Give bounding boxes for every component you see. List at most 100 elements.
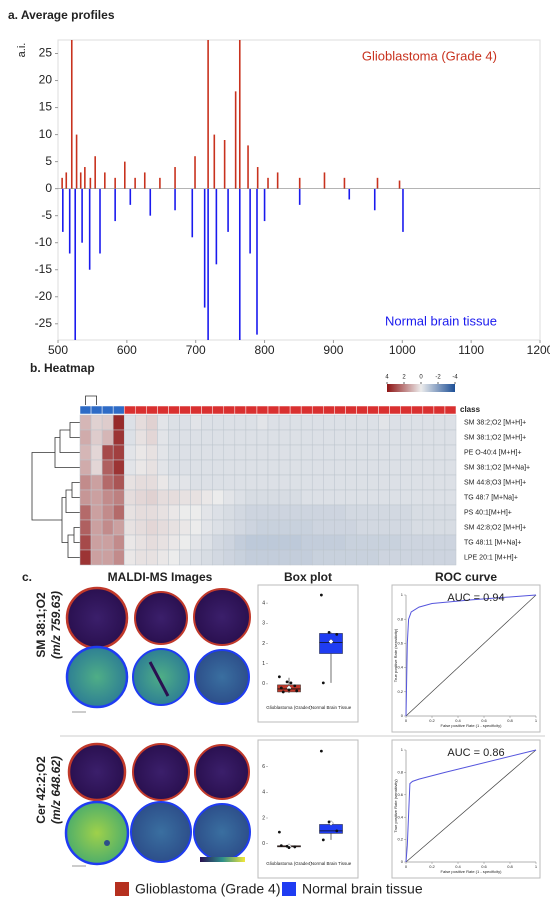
row-label: (m/z 648.62) xyxy=(49,756,63,824)
heatmap-cell xyxy=(367,489,379,506)
heatmap-cell xyxy=(101,429,114,446)
heatmap-cell xyxy=(223,489,236,506)
heatmap-cell xyxy=(345,444,357,461)
data-point xyxy=(327,630,331,634)
heatmap-cell xyxy=(179,429,191,446)
heatmap-cell xyxy=(278,459,291,476)
heatmap-cell xyxy=(234,489,247,506)
heatmap-cell xyxy=(422,504,435,521)
heatmap-cell xyxy=(212,429,225,446)
y-tick-label: 2 xyxy=(262,815,265,821)
heatmap-cell xyxy=(135,429,147,446)
plot-frame xyxy=(391,584,541,733)
heatmap-cell xyxy=(223,444,236,461)
heatmap-cell xyxy=(444,459,457,476)
heatmap-cell xyxy=(267,474,280,491)
x-tick-label: 0.4 xyxy=(455,718,461,723)
heatmap-cell xyxy=(289,534,302,551)
heatmap-cell xyxy=(223,429,236,446)
legend-swatch xyxy=(282,882,296,896)
heatmap-cell xyxy=(400,549,413,566)
heatmap-cell xyxy=(311,489,324,506)
roc-curve xyxy=(405,749,537,863)
series-label: Glioblastoma (Grade 4) xyxy=(362,48,497,63)
heatmap-cell xyxy=(90,429,103,446)
heatmap-cell xyxy=(79,474,92,491)
heatmap-cell xyxy=(311,444,324,461)
row-label: TG 48:11 [M+Na]+ xyxy=(464,539,521,546)
heatmap-cell xyxy=(433,504,446,521)
heatmap-cell xyxy=(334,429,346,446)
heatmap-cell xyxy=(444,519,457,536)
heatmap-cell xyxy=(157,474,169,491)
class-cell xyxy=(300,405,313,415)
y-tick-label: -15 xyxy=(35,262,53,276)
heatmap-cell xyxy=(212,474,225,491)
heatmap-cell xyxy=(356,534,368,551)
heatmap-cell xyxy=(433,459,446,476)
x-tick-label: 0.8 xyxy=(507,864,513,869)
heatmap-cell xyxy=(256,489,269,506)
heatmap-cell xyxy=(168,534,180,551)
heatmap-cell xyxy=(146,429,158,446)
heatmap-cell xyxy=(90,444,103,461)
heatmap-cell xyxy=(101,474,114,491)
heatmap-cell xyxy=(256,519,269,536)
heatmap-cell xyxy=(267,459,280,476)
heatmap-cell xyxy=(289,489,302,506)
heatmap-cell xyxy=(179,549,191,566)
heatmap-cell xyxy=(179,459,191,476)
data-point xyxy=(279,686,283,690)
heatmap-cell xyxy=(289,429,302,446)
row-label: SM 38:1;O2 [M+H]+ xyxy=(464,434,526,441)
class-cell xyxy=(378,405,390,415)
heatmap-cell xyxy=(345,474,357,491)
heatmap-cell xyxy=(234,444,247,461)
x-tick-label: 500 xyxy=(48,343,68,357)
heatmap-cell xyxy=(101,489,114,506)
heatmap-cell xyxy=(356,444,368,461)
heatmap-cell xyxy=(378,459,390,476)
heatmap-cell xyxy=(157,519,169,536)
heatmap-cell xyxy=(90,489,103,506)
y-tick-label: 20 xyxy=(39,73,53,87)
heatmap-cell xyxy=(356,489,368,506)
heatmap-cell xyxy=(90,474,103,491)
heatmap-cell xyxy=(112,489,125,506)
legend-label: Glioblastoma (Grade 4) xyxy=(135,881,281,897)
heatmap-cell xyxy=(422,534,435,551)
heatmap-cell xyxy=(356,519,368,536)
heatmap-cell xyxy=(378,504,390,521)
heatmap-cell xyxy=(389,534,401,551)
class-cell xyxy=(345,405,357,415)
heatmap-cell xyxy=(311,519,324,536)
heatmap-cell xyxy=(367,444,379,461)
heatmap-cell xyxy=(311,534,324,551)
heatmap-cell xyxy=(168,519,180,536)
heatmap-cell xyxy=(267,519,280,536)
heatmap-cell xyxy=(223,474,236,491)
x-tick-label: Normal Brain Tissue xyxy=(311,861,352,866)
class-cell xyxy=(135,405,147,415)
heatmap-cell xyxy=(278,429,291,446)
heatmap-cell xyxy=(201,504,213,521)
y-tick-label: 4 xyxy=(262,790,265,796)
heatmap-cell xyxy=(278,504,291,521)
row-label: SM 38:1;O2 [M+Na]+ xyxy=(464,464,530,471)
heatmap-cell xyxy=(234,429,247,446)
heatmap-cell xyxy=(112,459,125,476)
heatmap-cell xyxy=(79,429,92,446)
x-tick-label: 900 xyxy=(323,343,343,357)
heatmap-cell xyxy=(201,489,213,506)
heatmap-cell xyxy=(223,459,236,476)
heatmap-cell xyxy=(311,414,324,431)
row-label: SM 42:8;O2 [M+H]+ xyxy=(464,524,526,531)
heatmap-cell xyxy=(289,459,302,476)
heatmap-cell xyxy=(300,534,313,551)
x-tick-label: 0.6 xyxy=(481,864,487,869)
class-cell xyxy=(212,405,225,415)
heatmap-cell xyxy=(168,474,180,491)
y-tick-label: 0 xyxy=(262,841,265,847)
row-label: PE O-40:4 [M+H]+ xyxy=(464,449,522,456)
